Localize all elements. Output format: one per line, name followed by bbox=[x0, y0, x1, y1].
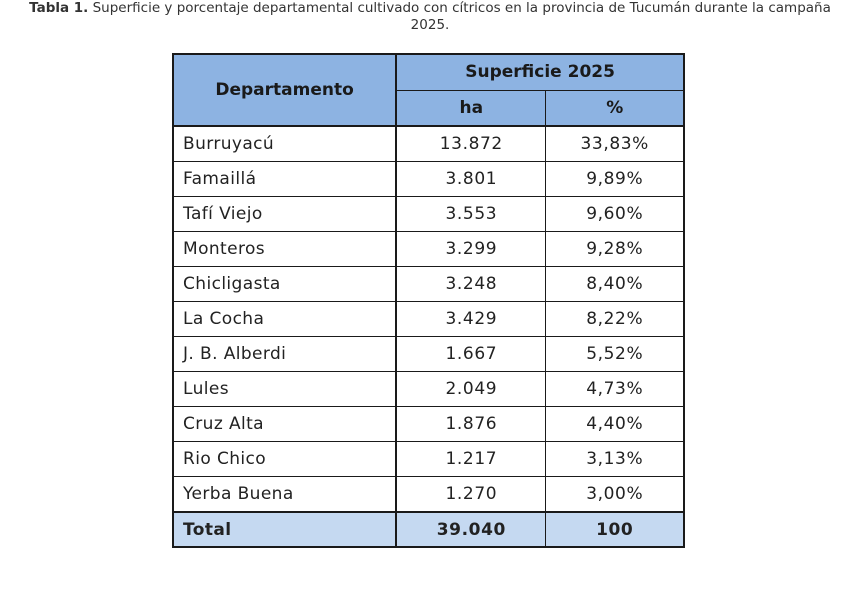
cell-departamento: Tafí Viejo bbox=[172, 196, 398, 232]
total-label: Total bbox=[172, 511, 398, 548]
table-row: Famaillá 3.801 9,89% bbox=[172, 161, 685, 197]
table-row: Yerba Buena 1.270 3,00% bbox=[172, 476, 685, 513]
cell-departamento: Monteros bbox=[172, 231, 398, 267]
table-header: Departamento Superficie 2025 ha % bbox=[172, 53, 685, 127]
cell-ha: 3.248 bbox=[395, 266, 547, 302]
cell-ha: 1.270 bbox=[395, 476, 547, 513]
table-caption: Tabla 1. Superficie y porcentaje departa… bbox=[20, 0, 840, 34]
cell-ha: 1.217 bbox=[395, 441, 547, 477]
table-body: Burruyacú 13.872 33,83% Famaillá 3.801 9… bbox=[172, 125, 685, 548]
table-row: J. B. Alberdi 1.667 5,52% bbox=[172, 336, 685, 372]
cell-pct: 9,28% bbox=[545, 231, 685, 267]
cell-departamento: La Cocha bbox=[172, 301, 398, 337]
cell-pct: 9,60% bbox=[545, 196, 685, 232]
cell-ha: 1.667 bbox=[395, 336, 547, 372]
cell-ha: 1.876 bbox=[395, 406, 547, 442]
cell-ha: 3.553 bbox=[395, 196, 547, 232]
cell-ha: 2.049 bbox=[395, 371, 547, 407]
table-row: Chicligasta 3.248 8,40% bbox=[172, 266, 685, 302]
cell-pct: 3,13% bbox=[545, 441, 685, 477]
cell-departamento: Cruz Alta bbox=[172, 406, 398, 442]
cell-departamento: Chicligasta bbox=[172, 266, 398, 302]
table-row: Monteros 3.299 9,28% bbox=[172, 231, 685, 267]
cell-ha: 3.429 bbox=[395, 301, 547, 337]
cell-ha: 3.299 bbox=[395, 231, 547, 267]
cell-departamento: Yerba Buena bbox=[172, 476, 398, 513]
table-row: Cruz Alta 1.876 4,40% bbox=[172, 406, 685, 442]
cell-pct: 4,73% bbox=[545, 371, 685, 407]
header-pct: % bbox=[545, 89, 685, 127]
table-row: Burruyacú 13.872 33,83% bbox=[172, 125, 685, 162]
cell-ha: 13.872 bbox=[395, 125, 547, 162]
cell-ha: 3.801 bbox=[395, 161, 547, 197]
caption-label: Tabla 1. bbox=[29, 0, 89, 16]
cell-departamento: Famaillá bbox=[172, 161, 398, 197]
total-ha: 39.040 bbox=[395, 511, 547, 548]
cell-departamento: Burruyacú bbox=[172, 125, 398, 162]
cell-departamento: Rio Chico bbox=[172, 441, 398, 477]
header-superficie-2025: Superficie 2025 bbox=[395, 53, 685, 91]
cell-pct: 3,00% bbox=[545, 476, 685, 513]
header-ha: ha bbox=[395, 89, 547, 127]
table-row: La Cocha 3.429 8,22% bbox=[172, 301, 685, 337]
table-row: Tafí Viejo 3.553 9,60% bbox=[172, 196, 685, 232]
caption-text: Superficie y porcentaje departamental cu… bbox=[88, 0, 831, 33]
cell-pct: 8,40% bbox=[545, 266, 685, 302]
cell-pct: 8,22% bbox=[545, 301, 685, 337]
total-pct: 100 bbox=[545, 511, 685, 548]
cell-departamento: J. B. Alberdi bbox=[172, 336, 398, 372]
table-row: Lules 2.049 4,73% bbox=[172, 371, 685, 407]
cell-pct: 5,52% bbox=[545, 336, 685, 372]
cell-pct: 33,83% bbox=[545, 125, 685, 162]
cell-pct: 4,40% bbox=[545, 406, 685, 442]
citrus-surface-table: Departamento Superficie 2025 ha % Burruy… bbox=[172, 53, 685, 548]
header-departamento: Departamento bbox=[172, 53, 398, 127]
cell-pct: 9,89% bbox=[545, 161, 685, 197]
total-row: Total 39.040 100 bbox=[172, 511, 685, 548]
table-row: Rio Chico 1.217 3,13% bbox=[172, 441, 685, 477]
cell-departamento: Lules bbox=[172, 371, 398, 407]
